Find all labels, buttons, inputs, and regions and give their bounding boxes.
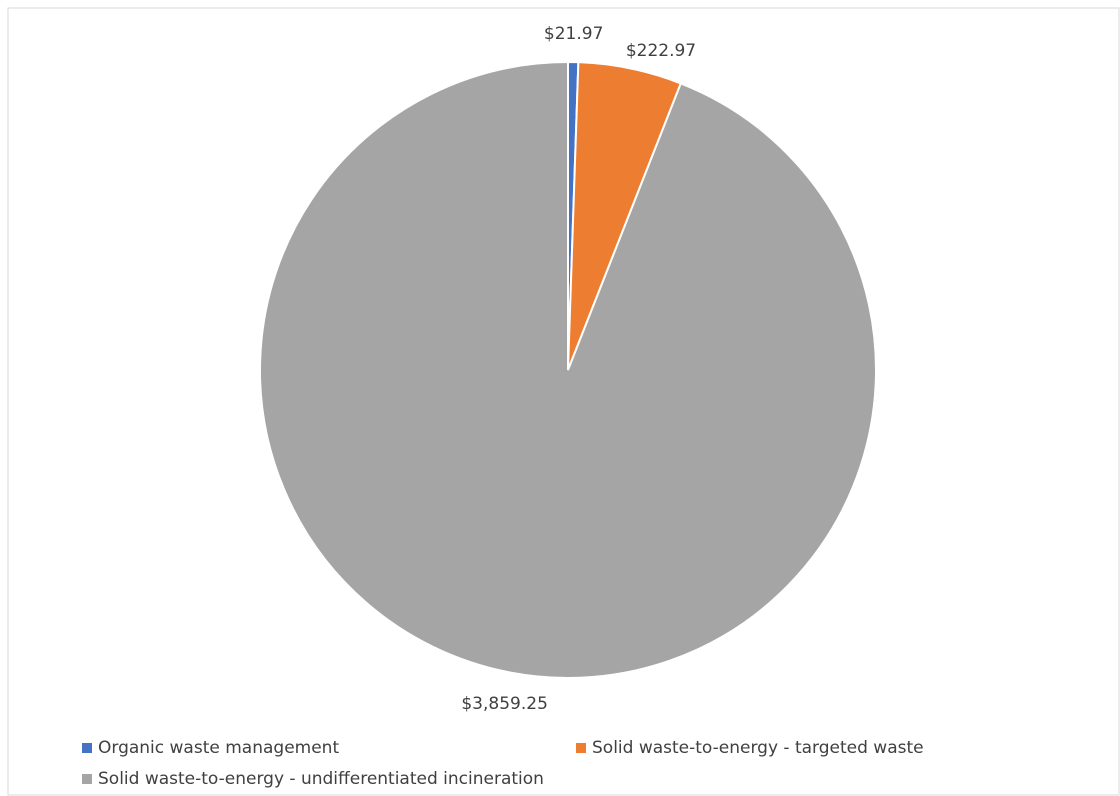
legend-swatch [82, 774, 92, 784]
legend-swatch [82, 743, 92, 753]
data-label: $222.97 [626, 41, 696, 61]
legend-label: Organic waste management [98, 738, 339, 758]
data-label: $21.97 [544, 24, 603, 44]
pie-slice [259, 60, 877, 679]
data-label: $3,859.25 [461, 694, 548, 714]
legend-swatch [576, 743, 586, 753]
legend-label: Solid waste-to-energy - undifferentiated… [98, 769, 544, 789]
legend-label: Solid waste-to-energy - targeted waste [592, 738, 924, 758]
